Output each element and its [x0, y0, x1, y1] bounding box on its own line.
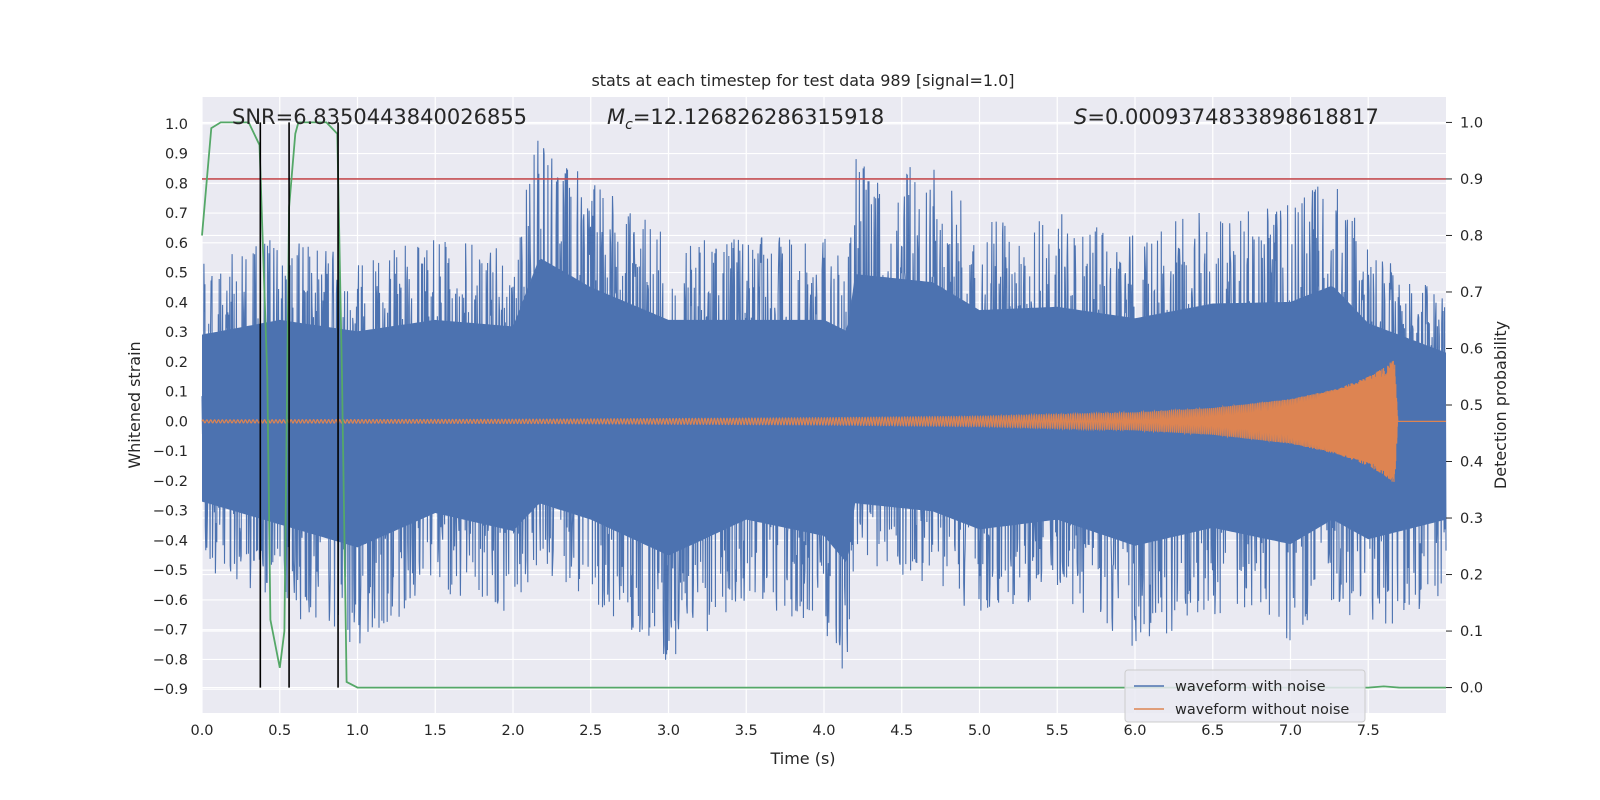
- y2-tick-label: 0.6: [1460, 341, 1483, 357]
- chart-title: stats at each timestep for test data 989…: [591, 71, 1014, 90]
- y-tick-label: 0.2: [165, 355, 188, 371]
- y2-tick-label: 0.2: [1460, 568, 1483, 584]
- x-tick-label: 2.0: [501, 723, 524, 739]
- y2-axis-ticks: 1.0 0.9 0.8 0.7 0.6 0.5 0.4 0.3 0.2 0.1 0.0: [1446, 115, 1483, 697]
- chirp-mass-value: =12.126826286315918: [633, 105, 884, 129]
- y2-tick-label: 0.0: [1460, 681, 1483, 697]
- x-tick-label: 4.0: [812, 723, 835, 739]
- y-tick-label: 0.7: [165, 206, 188, 222]
- y-tick-label: −0.3: [153, 504, 188, 520]
- y-axis-label: Whitened strain: [125, 341, 144, 468]
- y-tick-label: 0.9: [165, 147, 188, 163]
- x-tick-label: 7.0: [1279, 723, 1302, 739]
- y2-tick-label: 0.7: [1460, 285, 1483, 301]
- x-tick-label: 5.0: [968, 723, 991, 739]
- x-tick-label: 3.0: [657, 723, 680, 739]
- x-tick-label: 6.5: [1201, 723, 1224, 739]
- y2-axis-label: Detection probability: [1491, 321, 1510, 489]
- x-tick-label: 3.5: [735, 723, 758, 739]
- y-tick-label: −0.6: [153, 593, 188, 609]
- y2-tick-label: 1.0: [1460, 115, 1483, 131]
- chirp-mass-annotation: Mc=12.126826286315918: [607, 105, 884, 133]
- y-tick-label: −0.5: [153, 563, 188, 579]
- chirp-mass-subscript: c: [625, 117, 633, 133]
- y-tick-label: −0.2: [153, 474, 188, 490]
- y-tick-label: 0.6: [165, 236, 188, 252]
- x-tick-label: 4.5: [890, 723, 913, 739]
- x-tick-label: 7.5: [1357, 723, 1380, 739]
- x-tick-label: 5.5: [1046, 723, 1069, 739]
- x-tick-label: 0.5: [268, 723, 291, 739]
- chirp-mass-symbol: M: [607, 105, 625, 129]
- y2-tick-label: 0.5: [1460, 398, 1483, 414]
- chirp-line: [201, 360, 1446, 482]
- y2-tick-label: 0.3: [1460, 511, 1483, 527]
- significance-value: =0.0009374833898618817: [1087, 105, 1379, 129]
- x-tick-label: 1.0: [346, 723, 369, 739]
- y-tick-label: 1.0: [165, 117, 188, 133]
- x-axis-ticks: 0.0 0.5 1.0 1.5 2.0 2.5 3.0 3.5 4.0 4.5 5.0 5.5 6.0 6…: [190, 723, 1379, 739]
- x-tick-label: 1.5: [424, 723, 447, 739]
- series-waveform-without-noise: [201, 360, 1446, 482]
- snr-annotation: SNR=6.8350443840026855: [232, 105, 527, 129]
- noise-core-band: [202, 258, 1446, 562]
- legend: waveform with noise waveform without noi…: [1124, 669, 1366, 723]
- x-tick-label: 2.5: [579, 723, 602, 739]
- y-tick-label: 0.8: [165, 176, 188, 192]
- significance-annotation: S=0.0009374833898618817: [1074, 105, 1379, 129]
- y-axis-ticks: 1.0 0.9 0.8 0.7 0.6 0.5 0.4 0.3 0.2 0.1 0.0 −0.1 −0.…: [153, 117, 188, 698]
- y2-tick-label: 0.4: [1460, 455, 1483, 471]
- y2-tick-label: 0.8: [1460, 228, 1483, 244]
- x-axis-label: Time (s): [769, 749, 835, 768]
- y-tick-label: 0.5: [165, 266, 188, 282]
- y-tick-label: 0.3: [165, 325, 188, 341]
- legend-box: [1124, 669, 1366, 723]
- legend-label-noise: waveform with noise: [1175, 679, 1326, 695]
- y-tick-label: −0.1: [153, 444, 188, 460]
- series-waveform-with-noise: [201, 140, 1447, 669]
- y-tick-label: −0.8: [153, 652, 188, 668]
- y-tick-label: 0.1: [165, 385, 188, 401]
- vertical-markers: [259, 122, 339, 688]
- y-tick-label: −0.4: [153, 533, 188, 549]
- x-tick-label: 0.0: [190, 723, 213, 739]
- legend-label-chirp: waveform without noise: [1175, 702, 1349, 718]
- y-tick-label: −0.7: [153, 623, 188, 639]
- y-tick-label: 0.4: [165, 295, 188, 311]
- y-tick-label: −0.9: [153, 682, 188, 698]
- y-tick-label: 0.0: [165, 414, 188, 430]
- y2-tick-label: 0.1: [1460, 624, 1483, 640]
- x-tick-label: 6.0: [1123, 723, 1146, 739]
- y2-tick-label: 0.9: [1460, 172, 1483, 188]
- significance-symbol: S: [1074, 105, 1087, 129]
